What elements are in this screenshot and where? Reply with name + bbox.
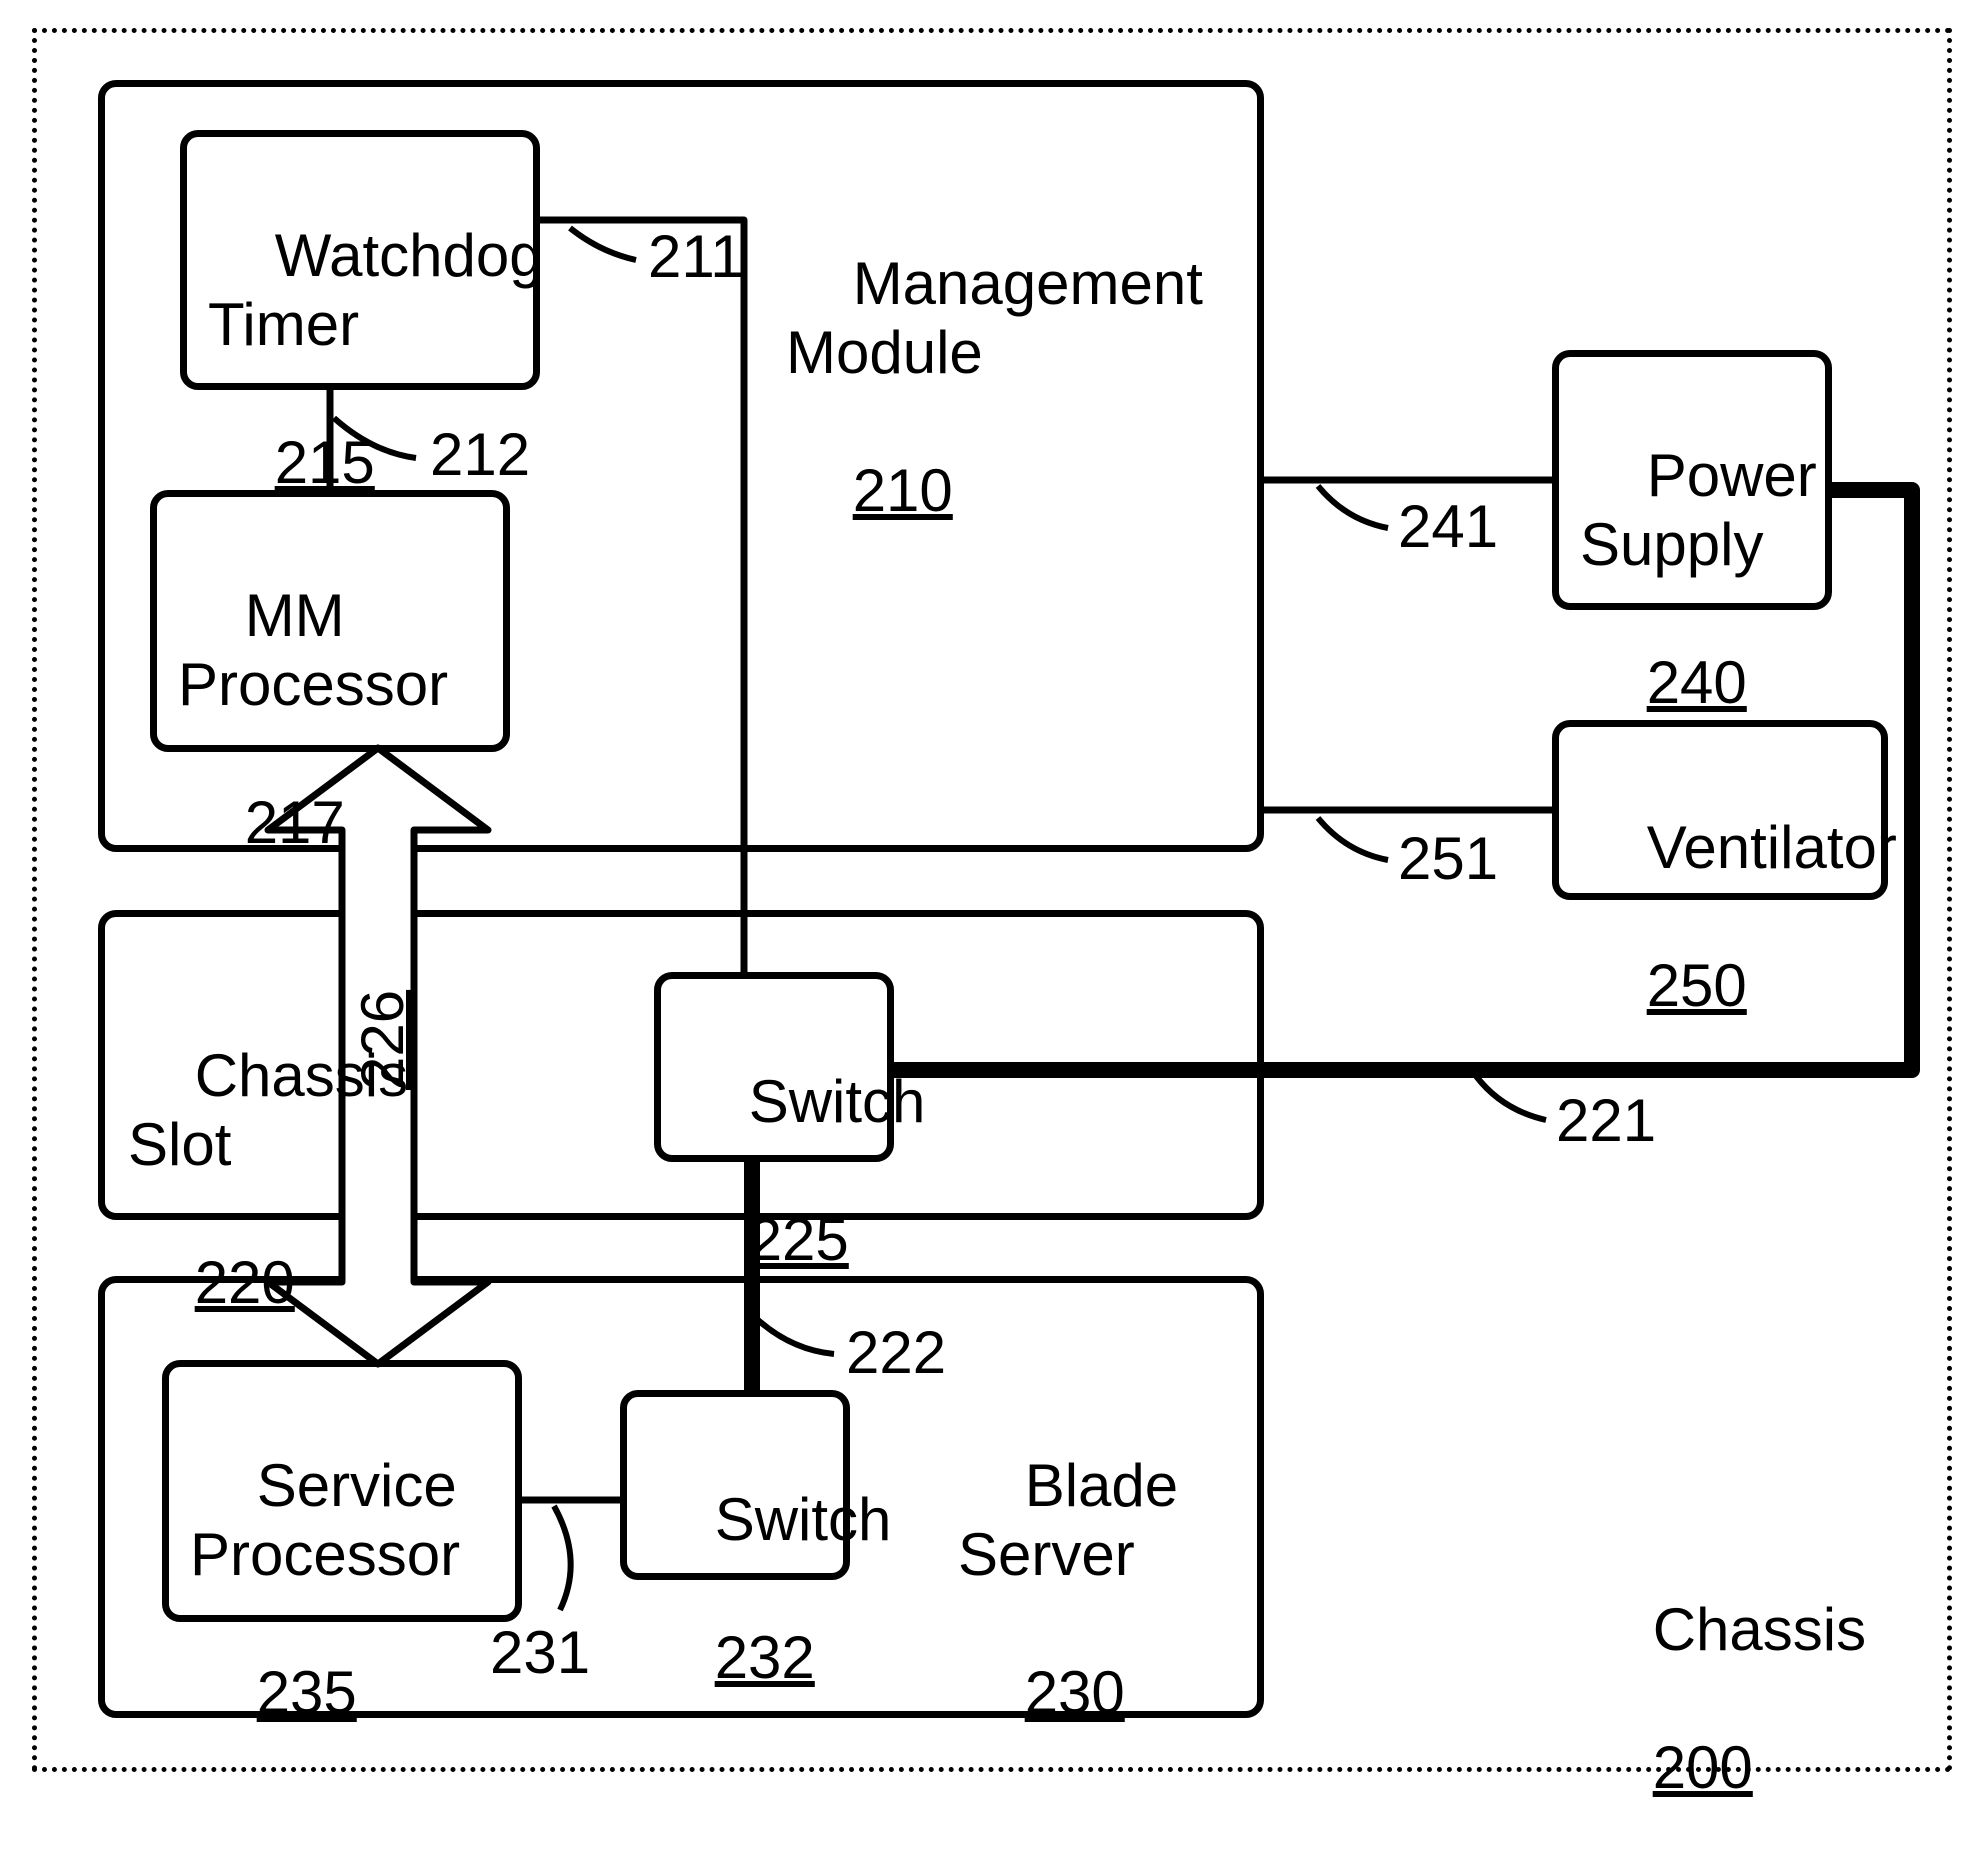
blade-server-label: Blade Server 230 bbox=[958, 1382, 1178, 1796]
edge-221-label: 221 bbox=[1556, 1086, 1656, 1155]
switch-225-label: Switch 225 bbox=[682, 998, 925, 1343]
mm-processor-label: MM Processor 217 bbox=[178, 512, 448, 926]
ventilator-label: Ventilator 250 bbox=[1580, 744, 1897, 1089]
edge-222-label: 222 bbox=[846, 1318, 946, 1387]
edge-211-label: 211 bbox=[648, 222, 744, 291]
diagram-canvas: Chassis 200 Management Module 210 Watchd… bbox=[0, 0, 1981, 1802]
watchdog-timer-label: Watchdog Timer 215 bbox=[208, 152, 543, 566]
power-supply-label: Power Supply 240 bbox=[1580, 372, 1817, 786]
service-processor-label: Service Processor 235 bbox=[190, 1382, 460, 1796]
edge-241-label: 241 bbox=[1398, 492, 1498, 561]
management-module-label: Management Module 210 bbox=[786, 180, 1203, 594]
switch-232-label: Switch 232 bbox=[648, 1416, 891, 1761]
chassis-label: Chassis 200 bbox=[1586, 1526, 1866, 1871]
edge-251-label: 251 bbox=[1398, 824, 1498, 893]
edge-226-label: 226 bbox=[348, 990, 417, 1090]
edge-231-label: 231 bbox=[490, 1618, 590, 1687]
edge-212-label: 212 bbox=[430, 420, 530, 489]
